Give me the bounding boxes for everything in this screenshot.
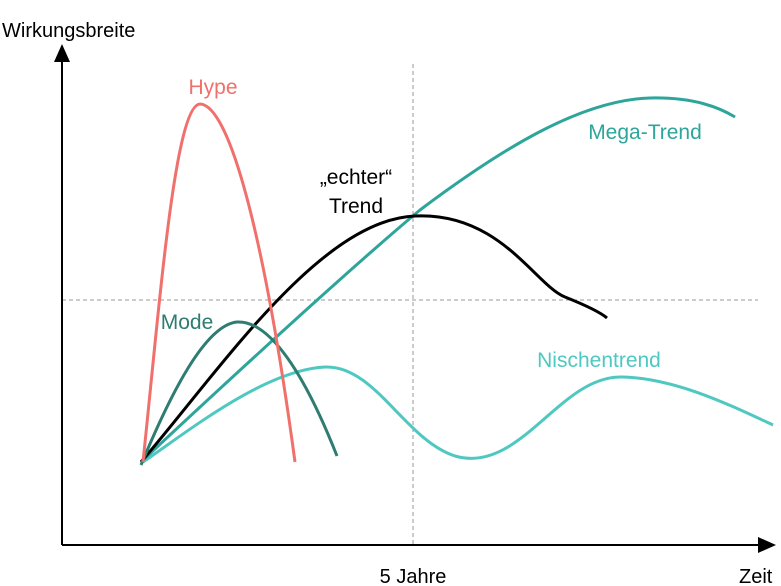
- x-axis-label: Zeit: [739, 566, 773, 586]
- y-axis-label: Wirkungsbreite: [2, 20, 135, 42]
- hype-curve: [141, 102, 297, 463]
- echter-trend-label-line2: Trend: [329, 195, 383, 218]
- echter-trend-label-line1: „echter“: [320, 166, 392, 189]
- hype-label: Hype: [188, 76, 237, 99]
- mega-trend-curve: [139, 96, 736, 464]
- mode-curve: [139, 320, 339, 466]
- mode-label: Mode: [161, 311, 214, 334]
- nischentrend-curve: [142, 365, 774, 464]
- echter-trend-curve: [139, 214, 608, 463]
- x-marker-label: 5 Jahre: [380, 566, 447, 586]
- mega-trend-label: Mega-Trend: [588, 121, 702, 144]
- nischentrend-label: Nischentrend: [537, 349, 661, 372]
